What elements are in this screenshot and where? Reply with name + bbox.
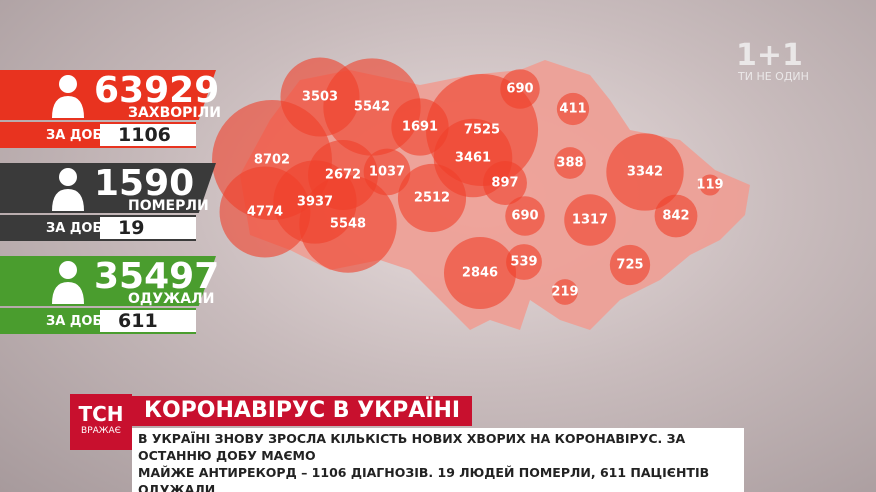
ticker-line: МАЙЖЕ АНТИРЕКОРД – 1106 ДІАГНОЗІВ. 19 ЛЮ… bbox=[138, 465, 710, 492]
stat-day-box bbox=[100, 124, 196, 146]
region-bubble bbox=[556, 92, 590, 126]
region-bubble bbox=[606, 133, 684, 211]
stat-day-label: ЗА ДОБУ bbox=[46, 314, 113, 329]
stat-label: ЗАХВОРІЛИ bbox=[128, 105, 221, 121]
tsn-logo: ТСН ВРАЖАЄ bbox=[70, 394, 132, 450]
brand-sub: ВРАЖАЄ bbox=[81, 426, 121, 436]
stat-day-value: 19 bbox=[118, 217, 145, 239]
person-icon bbox=[48, 72, 88, 118]
region-value: 3937 bbox=[297, 195, 333, 210]
region-value: 539 bbox=[510, 255, 537, 270]
region-bubble bbox=[654, 194, 698, 238]
stat-day-value: 611 bbox=[118, 310, 158, 332]
region-value: 3461 bbox=[455, 151, 491, 166]
stat-day-value: 1106 bbox=[118, 124, 171, 146]
stat-total: 63929 bbox=[94, 70, 220, 111]
stat-total: 1590 bbox=[94, 163, 195, 204]
stat-panel bbox=[0, 256, 216, 306]
region-bubble bbox=[500, 69, 540, 109]
region-bubble bbox=[552, 279, 578, 305]
stat-total: 35497 bbox=[94, 256, 220, 297]
region-value: 5542 bbox=[354, 100, 390, 115]
channel-logo: 1+1 bbox=[736, 38, 803, 73]
stat-day-label: ЗА ДОБУ bbox=[46, 128, 113, 143]
stat-day-box bbox=[100, 217, 196, 239]
stat-label: ОДУЖАЛИ bbox=[128, 291, 215, 307]
region-bubble bbox=[299, 175, 397, 273]
region-bubble bbox=[363, 148, 411, 196]
region-value: 3503 bbox=[302, 90, 338, 105]
icon bbox=[52, 261, 84, 304]
ticker-text: В УКРАЇНІ ЗНОВУ ЗРОСЛА КІЛЬКІСТЬ НОВИХ Х… bbox=[132, 428, 744, 492]
region-bubble bbox=[564, 194, 616, 246]
region-value: 1037 bbox=[369, 165, 405, 180]
region-value: 119 bbox=[696, 178, 723, 193]
region-value: 411 bbox=[559, 102, 586, 117]
icon bbox=[52, 75, 84, 118]
region-bubble bbox=[397, 163, 467, 233]
region-value: 1691 bbox=[402, 120, 438, 135]
stat-panel bbox=[0, 163, 216, 213]
headline: КОРОНАВІРУС В УКРАЇНІ bbox=[132, 396, 473, 426]
person-icon bbox=[48, 258, 88, 304]
region-value: 8702 bbox=[254, 153, 290, 168]
region-bubble bbox=[554, 147, 586, 179]
person-icon bbox=[48, 165, 88, 211]
region-value: 7525 bbox=[464, 123, 500, 138]
region-value: 725 bbox=[616, 258, 643, 273]
stat-label: ПОМЕРЛИ bbox=[128, 198, 209, 214]
region-value: 4774 bbox=[247, 205, 283, 220]
region-value: 690 bbox=[511, 209, 538, 224]
stat-panel bbox=[0, 70, 216, 120]
region-value: 842 bbox=[662, 209, 689, 224]
region-value: 897 bbox=[491, 176, 518, 191]
stat-day-box bbox=[100, 310, 196, 332]
region-value: 219 bbox=[551, 285, 578, 300]
region-bubble bbox=[609, 244, 651, 286]
brand: ТСН bbox=[78, 402, 124, 426]
ticker-line: В УКРАЇНІ ЗНОВУ ЗРОСЛА КІЛЬКІСТЬ НОВИХ Х… bbox=[138, 431, 686, 463]
region-value: 388 bbox=[556, 156, 583, 171]
region-value: 1317 bbox=[572, 213, 608, 228]
region-bubble bbox=[505, 196, 545, 236]
region-value: 5548 bbox=[330, 217, 366, 232]
region-value: 2846 bbox=[462, 266, 498, 281]
channel-slogan: ТИ НЕ ОДИН bbox=[738, 70, 809, 83]
region-bubble bbox=[443, 236, 517, 310]
region-bubble bbox=[699, 174, 721, 196]
region-value: 3342 bbox=[627, 165, 663, 180]
icon bbox=[52, 168, 84, 211]
region-value: 690 bbox=[506, 82, 533, 97]
region-value: 2672 bbox=[325, 168, 361, 183]
region-value: 2512 bbox=[414, 191, 450, 206]
region-bubble bbox=[483, 161, 527, 205]
stat-day-label: ЗА ДОБУ bbox=[46, 221, 113, 236]
